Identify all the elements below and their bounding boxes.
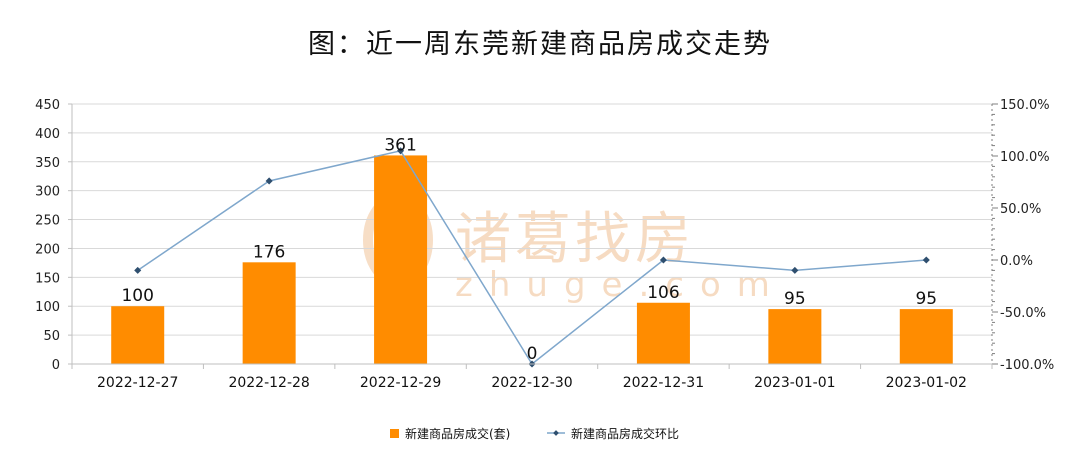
y-tick-label: 450 bbox=[35, 98, 60, 113]
bar-series bbox=[111, 155, 953, 364]
legend: 新建商品房成交(套) 新建商品房成交环比 bbox=[390, 426, 679, 441]
legend-swatch-bar bbox=[390, 429, 399, 438]
bar bbox=[374, 155, 428, 364]
y-tick-label: 400 bbox=[35, 127, 60, 142]
y-tick-label: 200 bbox=[35, 242, 60, 257]
y2-tick-label: 0.0% bbox=[1000, 254, 1033, 269]
y-tick-label: 0 bbox=[52, 358, 60, 373]
data-label: 106 bbox=[647, 283, 679, 303]
y2-tick-label: 50.0% bbox=[1000, 202, 1041, 217]
grid-lines bbox=[72, 103, 992, 336]
axes: 0 50 100 150 200 250 300 350 400 450 -100.0% -50.0%… bbox=[35, 98, 1054, 391]
y-tick-label: 350 bbox=[35, 156, 60, 171]
data-label: 361 bbox=[384, 135, 416, 155]
data-label: 0 bbox=[527, 344, 538, 364]
watermark-domain-text: zhuge.com bbox=[455, 265, 786, 305]
y2-tick-label: -100.0% bbox=[1000, 358, 1054, 373]
bar bbox=[242, 262, 296, 364]
bar bbox=[899, 309, 953, 364]
y-tick-label: 50 bbox=[43, 329, 60, 344]
x-tick-label: 2022-12-30 bbox=[491, 375, 572, 391]
bar bbox=[111, 306, 165, 364]
data-label: 100 bbox=[121, 286, 153, 306]
x-tick-label: 2022-12-29 bbox=[360, 375, 441, 391]
x-tick-label: 2022-12-31 bbox=[623, 375, 704, 391]
legend-label-bar: 新建商品房成交(套) bbox=[405, 426, 510, 441]
watermark-brand-text: 诸葛找房 bbox=[455, 207, 695, 272]
y-tick-label: 100 bbox=[35, 300, 60, 315]
y-tick-label: 150 bbox=[35, 271, 60, 286]
y2-tick-label: -50.0% bbox=[1000, 306, 1046, 321]
x-tick-label: 2022-12-27 bbox=[97, 375, 178, 391]
line-point bbox=[659, 256, 667, 264]
x-tick-label: 2023-01-02 bbox=[886, 375, 967, 391]
chart-title: 图：近一周东莞新建商品房成交走势 bbox=[308, 29, 772, 60]
y-tick-label: 300 bbox=[35, 185, 60, 200]
line-point bbox=[791, 266, 799, 274]
bar bbox=[636, 302, 690, 364]
x-tick-label: 2023-01-01 bbox=[754, 375, 835, 391]
data-label: 95 bbox=[915, 289, 937, 309]
line-point bbox=[922, 256, 930, 264]
bar bbox=[768, 309, 822, 364]
data-label: 176 bbox=[253, 242, 285, 262]
line-point bbox=[134, 266, 142, 274]
y-tick-label: 250 bbox=[35, 214, 60, 229]
data-label: 95 bbox=[784, 289, 806, 309]
line-point bbox=[397, 147, 405, 155]
data-labels: 100 176 361 0 106 95 95 bbox=[121, 135, 937, 364]
x-tick-label: 2022-12-28 bbox=[228, 375, 309, 391]
line-point bbox=[265, 177, 273, 185]
y2-tick-label: 100.0% bbox=[1000, 150, 1050, 165]
legend-label-line: 新建商品房成交环比 bbox=[571, 426, 679, 441]
legend-swatch-marker bbox=[553, 430, 559, 436]
watermark: 诸葛找房 zhuge.com bbox=[363, 193, 786, 305]
y2-tick-label: 150.0% bbox=[1000, 98, 1050, 113]
